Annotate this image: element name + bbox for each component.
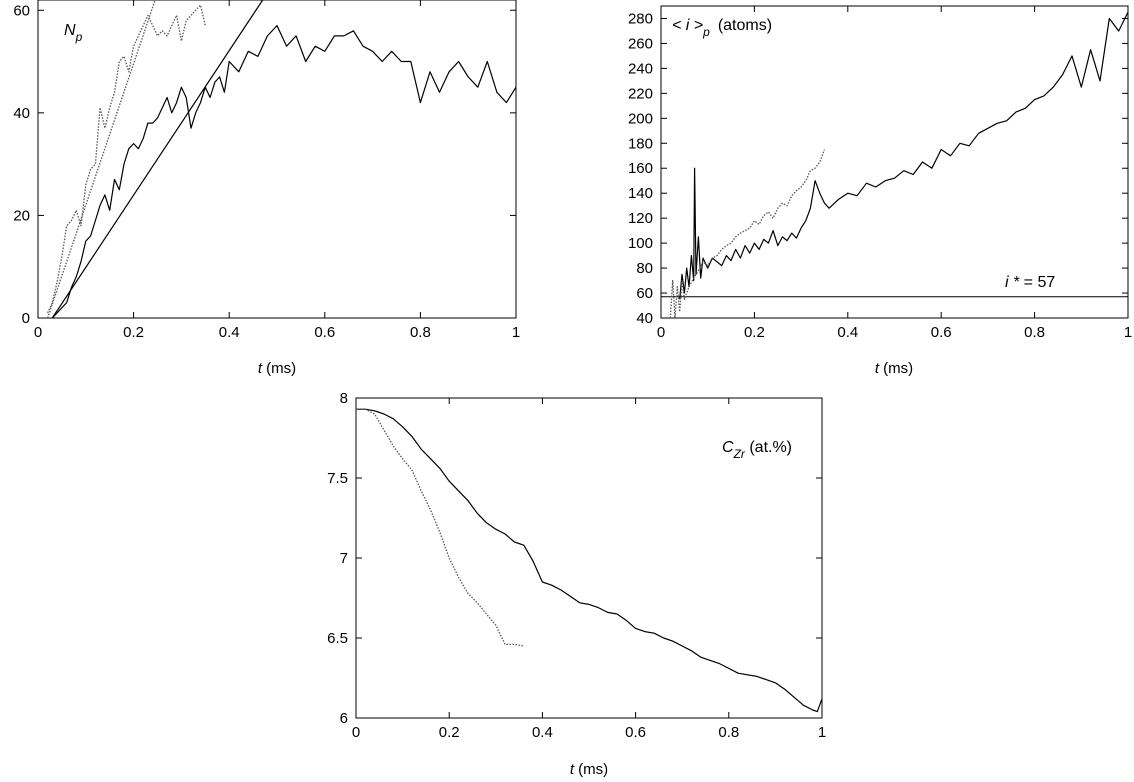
y-tick-label: 200 bbox=[628, 110, 653, 127]
panel-label-unit: (atoms) bbox=[718, 17, 772, 34]
y-tick-label: 160 bbox=[628, 160, 653, 177]
plot-area: 0 0.2 0.4 0.6 0.8 1 0 20 40 60 bbox=[13, 0, 520, 341]
x-axis-label-unit: (ms) bbox=[879, 360, 913, 377]
x-tick-label: 0.4 bbox=[219, 324, 240, 341]
series-line-dotted-noisy bbox=[356, 408, 524, 647]
chart-panel-np: 0 0.2 0.4 0.6 0.8 1 0 20 40 60 Np t (ms) bbox=[13, 0, 520, 377]
series-line-dotted-noisy bbox=[669, 149, 826, 318]
x-tick-label: 0.8 bbox=[1024, 324, 1045, 341]
y-tick-label: 140 bbox=[628, 185, 653, 202]
x-tick-label: 0.8 bbox=[410, 324, 431, 341]
plot-frame bbox=[37, 0, 517, 319]
x-tick-label: 0.6 bbox=[931, 324, 952, 341]
x-tick-label: 0 bbox=[34, 324, 42, 341]
x-axis-label-unit: (ms) bbox=[574, 761, 608, 778]
y-tick-label: 80 bbox=[636, 260, 653, 277]
x-tick-label: 0 bbox=[657, 324, 665, 341]
y-tick-label: 60 bbox=[13, 2, 30, 19]
plot-frame bbox=[660, 5, 1129, 319]
series-line-solid-noisy bbox=[356, 408, 822, 713]
x-tick-label: 0.6 bbox=[314, 324, 335, 341]
annotation-eq: = 57 bbox=[1019, 274, 1055, 291]
y-tick-label: 7 bbox=[340, 550, 348, 567]
y-tick-label: 6.5 bbox=[327, 630, 348, 647]
plot-area: 0 0.2 0.4 0.6 0.8 140608010012014016018020022… bbox=[628, 5, 1132, 341]
panel-label-main: < i > bbox=[672, 17, 703, 34]
x-tick-label: 0.4 bbox=[532, 724, 553, 741]
x-tick-label: 0.4 bbox=[837, 324, 858, 341]
y-tick-label: 40 bbox=[636, 310, 653, 327]
x-tick-label: 0.2 bbox=[439, 724, 460, 741]
series-line-solid-fit bbox=[51, 0, 264, 318]
x-tick-label: 0.6 bbox=[625, 724, 646, 741]
y-tick-label: 260 bbox=[628, 35, 653, 52]
series-line-solid-noisy bbox=[51, 25, 516, 318]
chart-panel-czr: 0 0.2 0.4 0.6 0.8 1 6 6.5 7 7.5 8 CZr (at.%) t (ms… bbox=[327, 390, 826, 778]
y-tick-label: 20 bbox=[13, 207, 30, 224]
panel-label: Np bbox=[64, 22, 83, 44]
x-axis-label-var: t bbox=[258, 360, 263, 377]
y-tick-label: 100 bbox=[628, 235, 653, 252]
series-line-solid-noisy bbox=[679, 11, 1128, 300]
x-axis-label-unit: (ms) bbox=[262, 360, 296, 377]
y-tick-label: 6 bbox=[340, 710, 348, 727]
reference-annotation: i * = 57 bbox=[1005, 274, 1055, 291]
x-axis-label: t (ms) bbox=[875, 360, 913, 377]
panel-label: CZr (at.%) bbox=[722, 439, 792, 461]
x-tick-label: 1 bbox=[512, 324, 520, 341]
y-tick-label: 180 bbox=[628, 135, 653, 152]
panel-label-main: N bbox=[64, 22, 76, 39]
y-tick-label: 0 bbox=[22, 310, 30, 327]
x-tick-label: 1 bbox=[818, 724, 826, 741]
chart-panel-mean-size: 0 0.2 0.4 0.6 0.8 140608010012014016018020022… bbox=[628, 5, 1132, 377]
panel-label: < i >p (atoms) bbox=[672, 17, 772, 39]
panel-label-sub: p bbox=[75, 30, 83, 44]
x-axis-label-var: t bbox=[570, 761, 575, 778]
x-tick-label: 0.8 bbox=[718, 724, 739, 741]
y-tick-label: 240 bbox=[628, 60, 653, 77]
y-tick-label: 40 bbox=[13, 105, 30, 122]
series-line-dotted-noisy bbox=[47, 4, 206, 314]
panel-label-main: C bbox=[722, 439, 734, 456]
x-tick-label: 0 bbox=[352, 724, 360, 741]
annotation-var: i * bbox=[1005, 274, 1020, 291]
y-tick-label: 8 bbox=[340, 390, 348, 407]
y-tick-label: 60 bbox=[636, 285, 653, 302]
x-axis-label: t (ms) bbox=[570, 761, 608, 778]
x-axis-label: t (ms) bbox=[258, 360, 296, 377]
panel-label-sub: Zr bbox=[733, 447, 746, 461]
x-tick-label: 0.2 bbox=[123, 324, 144, 341]
panel-label-sub: p bbox=[702, 25, 710, 39]
series-line-dotted-fit bbox=[46, 0, 156, 318]
y-tick-label: 7.5 bbox=[327, 470, 348, 487]
y-tick-label: 120 bbox=[628, 210, 653, 227]
y-tick-label: 280 bbox=[628, 10, 653, 27]
y-tick-label: 220 bbox=[628, 85, 653, 102]
x-tick-label: 0.2 bbox=[744, 324, 765, 341]
x-axis-label-var: t bbox=[875, 360, 880, 377]
plot-area: 0 0.2 0.4 0.6 0.8 1 6 6.5 7 7.5 8 bbox=[327, 390, 826, 741]
x-tick-label: 1 bbox=[1124, 324, 1132, 341]
panel-label-unit: (at.%) bbox=[745, 439, 792, 456]
